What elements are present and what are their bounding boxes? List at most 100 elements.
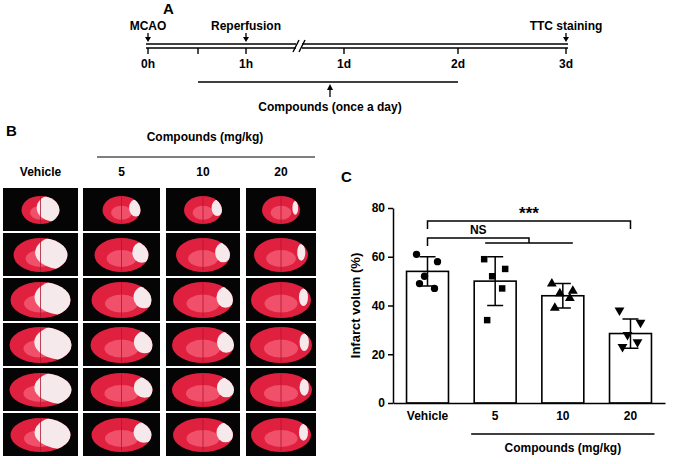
slice-background: [246, 278, 316, 321]
slice-background: [83, 413, 160, 456]
data-point: [413, 251, 420, 258]
infarct-area: [215, 243, 231, 263]
data-point: [633, 339, 643, 348]
slice-background: [83, 368, 160, 411]
brain-detail: [30, 194, 73, 224]
midline: [203, 238, 204, 272]
brain-detail: [24, 280, 92, 318]
midline: [40, 373, 41, 407]
infarct-area: [299, 424, 308, 441]
data-point: [489, 273, 495, 279]
infarct-area: [299, 288, 308, 306]
infarct-area: [134, 286, 155, 308]
brain-detail: [26, 236, 87, 272]
midline: [121, 196, 122, 224]
time-label: 3d: [559, 57, 573, 71]
x-axis-line: [394, 403, 666, 405]
panel-b: BCompounds (mg/kg)Vehicle51020: [3, 122, 316, 456]
data-point: [550, 302, 560, 311]
brain-detail: [105, 282, 155, 318]
x-tick: 10: [556, 403, 570, 423]
y-tick-mark: [388, 305, 393, 307]
brain-detail: [187, 418, 235, 452]
slice-background: [83, 278, 160, 321]
event-label: TTC staining: [530, 19, 603, 33]
y-tick-mark: [388, 208, 393, 210]
data-point: [623, 332, 633, 341]
brain-detail: [187, 282, 235, 318]
y-tick: 80: [372, 201, 393, 215]
infarct-area: [292, 201, 298, 215]
timeline-break-gap: [296, 40, 302, 52]
infarct-area: [297, 244, 305, 261]
brain-slice: [254, 238, 308, 272]
event-label: MCAO: [130, 19, 167, 33]
panel-a: A0h1h1d2d3dMCAOReperfusionTTC stainingCo…: [130, 0, 603, 114]
arrow-head: [327, 84, 333, 90]
slice-background: [166, 368, 240, 411]
midline: [281, 282, 282, 318]
midline: [40, 196, 41, 224]
arrow-head: [243, 37, 249, 42]
brain-detail: [111, 196, 142, 224]
column-label: Vehicle: [20, 165, 62, 179]
time-label: 1h: [239, 57, 253, 71]
brain-detail: [271, 196, 299, 224]
significance-label: NS: [470, 223, 487, 237]
data-point: [416, 280, 423, 287]
brain-detail: [104, 373, 155, 407]
infarct-area: [134, 331, 156, 353]
x-tick-label: Vehicle: [407, 409, 449, 423]
infarct-area: [129, 199, 142, 216]
slice-background: [83, 233, 160, 276]
midline: [121, 282, 122, 318]
treatment-line: [198, 81, 458, 82]
brain-detail: [265, 282, 309, 318]
panel-label: C: [341, 168, 352, 185]
infarct-area: [300, 379, 309, 396]
infarct-area: [35, 280, 92, 315]
timeline-tick: [147, 48, 148, 54]
y-axis-title: Infarct volum (%): [348, 253, 363, 358]
y-tick-mark: [388, 257, 393, 259]
slice-background: [166, 188, 240, 231]
y-tick: 0: [378, 396, 393, 410]
brain-detail: [188, 238, 231, 272]
brain-detail: [104, 327, 155, 363]
slice-background: [83, 188, 160, 231]
slice-background: [246, 368, 316, 411]
brain-detail: [265, 418, 309, 452]
midline: [40, 282, 41, 318]
data-point: [484, 317, 490, 323]
data-point: [565, 293, 575, 302]
data-point: [615, 308, 625, 317]
x-tick: Vehicle: [407, 403, 449, 423]
y-tick-label: 60: [372, 250, 386, 264]
timeline-tick: [457, 48, 458, 54]
midline: [281, 373, 282, 407]
midline: [203, 196, 204, 224]
slice-background: [246, 323, 316, 366]
brain-detail: [186, 373, 236, 407]
brain-slice: [262, 196, 300, 224]
error-bar: [487, 257, 503, 306]
x-tick: 5: [492, 403, 499, 423]
group-line: [97, 156, 315, 157]
midline: [281, 196, 282, 224]
infarct-area: [300, 333, 309, 351]
x-tick: 20: [624, 403, 638, 423]
slice-background: [3, 188, 78, 231]
timeline-line: [146, 47, 568, 49]
infarct-area: [217, 378, 236, 398]
time-label: 0h: [141, 57, 155, 71]
x-tick-label: 20: [624, 409, 638, 423]
data-point: [547, 278, 557, 287]
y-tick-label: 40: [372, 299, 386, 313]
slice-background: [166, 233, 240, 276]
infarct-area: [37, 194, 73, 221]
data-point: [568, 285, 578, 294]
midline: [281, 238, 282, 272]
brain-detail: [105, 418, 155, 452]
data-point: [431, 285, 438, 292]
x-tick-label: 10: [556, 409, 570, 423]
